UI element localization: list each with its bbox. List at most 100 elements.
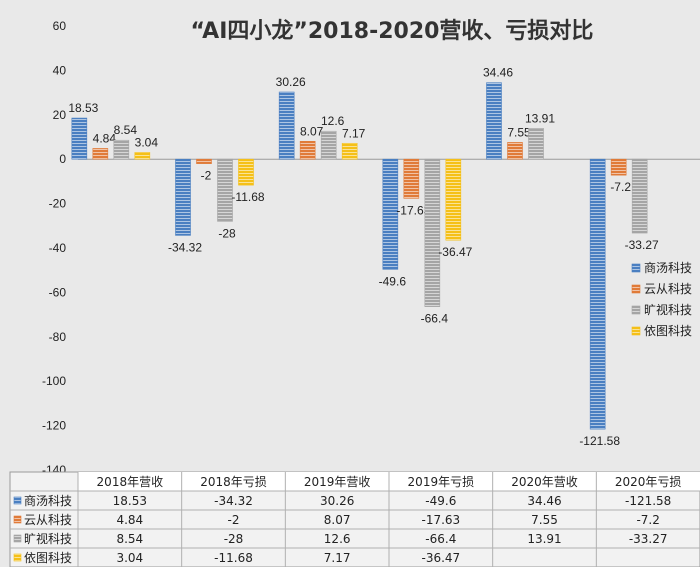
table-cell: 8.54 xyxy=(116,532,143,546)
bar xyxy=(631,158,648,234)
table-cell: -34.32 xyxy=(214,494,253,508)
table-row-label: 商汤科技 xyxy=(24,493,72,508)
bar-value-label: -36.47 xyxy=(438,245,472,259)
y-tick-label: 0 xyxy=(59,152,66,166)
bar-value-label: -7.2 xyxy=(610,180,631,194)
bar-value-label: -17.63 xyxy=(396,203,430,217)
bar xyxy=(486,82,502,160)
bar xyxy=(528,128,544,160)
bar xyxy=(299,140,316,160)
table-row-swatch xyxy=(13,553,22,562)
table-cell: -2 xyxy=(228,513,240,527)
table-header-cell: 2020年亏损 xyxy=(615,475,682,489)
table-cell: 13.91 xyxy=(527,532,561,546)
bar xyxy=(424,158,441,307)
table-header-cell: 2020年营收 xyxy=(511,475,578,489)
bar xyxy=(320,130,337,160)
legend-item-label: 旷视科技 xyxy=(644,302,692,317)
table-cell: 12.6 xyxy=(324,532,351,546)
bar-value-label: 34.46 xyxy=(483,66,513,80)
y-tick-label: -60 xyxy=(49,285,67,299)
bar-value-label: 13.91 xyxy=(525,111,555,125)
table-cell: -36.47 xyxy=(421,551,460,565)
table-header-cell: 2019年营收 xyxy=(304,475,371,489)
bar-value-label: 30.26 xyxy=(276,75,306,89)
table-cell: -121.58 xyxy=(625,494,671,508)
bar-value-label: -33.27 xyxy=(625,238,659,252)
bar-value-label: -28 xyxy=(218,226,236,240)
table-cell: -49.6 xyxy=(425,494,456,508)
y-tick-label: 40 xyxy=(53,63,67,77)
bar xyxy=(175,158,191,236)
bar xyxy=(589,158,606,430)
bar xyxy=(445,158,462,241)
bar xyxy=(217,158,233,222)
legend-swatch xyxy=(631,284,641,294)
bar xyxy=(71,117,88,160)
bar-value-label: 8.54 xyxy=(114,123,138,137)
bar-value-label: -121.58 xyxy=(579,434,620,448)
bar-value-label: 7.55 xyxy=(507,125,531,139)
table-row-label: 依图科技 xyxy=(24,550,72,565)
table-cell: -17.63 xyxy=(421,513,460,527)
legend-item-label: 商汤科技 xyxy=(644,260,692,275)
plot-area: 6040200-20-40-60-80-100-120-14018.534.84… xyxy=(42,19,700,477)
bar xyxy=(238,158,254,186)
bar-value-label: 3.04 xyxy=(135,135,159,149)
bar xyxy=(92,148,109,160)
bar xyxy=(134,152,151,160)
table-cell: 4.84 xyxy=(116,513,143,527)
legend-swatch xyxy=(631,305,641,315)
y-tick-label: -120 xyxy=(42,419,66,433)
table-header-cell: 2018年营收 xyxy=(97,475,164,489)
legend-swatch xyxy=(631,326,641,336)
table-cell: 8.07 xyxy=(324,513,351,527)
bar-value-label: 8.07 xyxy=(300,124,324,138)
bar-value-label: -2 xyxy=(201,169,212,183)
legend-item-label: 依图科技 xyxy=(644,323,692,338)
bar xyxy=(507,142,523,160)
table-row-swatch xyxy=(13,496,22,505)
data-table: 2018年营收 2018年亏损 2019年营收 2019年亏损 2020年营收 2020年… xyxy=(9,471,700,567)
y-tick-label: 20 xyxy=(53,108,67,122)
table-row-swatch xyxy=(13,515,22,524)
legend-swatch xyxy=(631,263,641,273)
table-cell: 3.04 xyxy=(116,551,143,565)
y-tick-label: -80 xyxy=(49,330,67,344)
bar-value-label: -66.4 xyxy=(421,312,449,326)
bar xyxy=(196,158,212,164)
table-cell: 7.17 xyxy=(324,551,351,565)
table-row-label: 云从科技 xyxy=(24,513,72,527)
bar-value-label: -49.6 xyxy=(379,274,407,288)
table-cell: -66.4 xyxy=(425,532,456,546)
bar-value-label: 12.6 xyxy=(321,114,345,128)
bar-value-label: 7.17 xyxy=(342,126,366,140)
bar-value-label: -11.68 xyxy=(231,190,264,204)
bar xyxy=(610,158,627,176)
bar xyxy=(278,91,295,160)
bar xyxy=(341,142,358,160)
table-row-swatch xyxy=(13,534,22,543)
table-cell: -11.68 xyxy=(214,551,253,565)
bar xyxy=(113,139,130,160)
y-tick-label: -20 xyxy=(49,197,67,211)
table-header-cell: 2019年亏损 xyxy=(408,475,475,489)
table-cell: -7.2 xyxy=(636,513,659,527)
table-header-cell: 2018年亏损 xyxy=(200,475,267,489)
chart-title: “AI四小龙”2018-2020营收、亏损对比 xyxy=(191,18,594,44)
bar xyxy=(403,158,420,199)
y-tick-label: 60 xyxy=(53,19,67,33)
table-cell: 18.53 xyxy=(113,494,147,508)
y-tick-label: -100 xyxy=(42,374,66,388)
table-cell: 34.46 xyxy=(527,494,561,508)
y-tick-label: -40 xyxy=(49,241,67,255)
table-cell: -33.27 xyxy=(629,532,668,546)
bar-value-label: -34.32 xyxy=(168,240,202,254)
table-row-label: 旷视科技 xyxy=(24,531,72,546)
bar xyxy=(382,158,399,270)
bar-value-label: 4.84 xyxy=(93,131,117,145)
table-cell: -28 xyxy=(224,532,244,546)
